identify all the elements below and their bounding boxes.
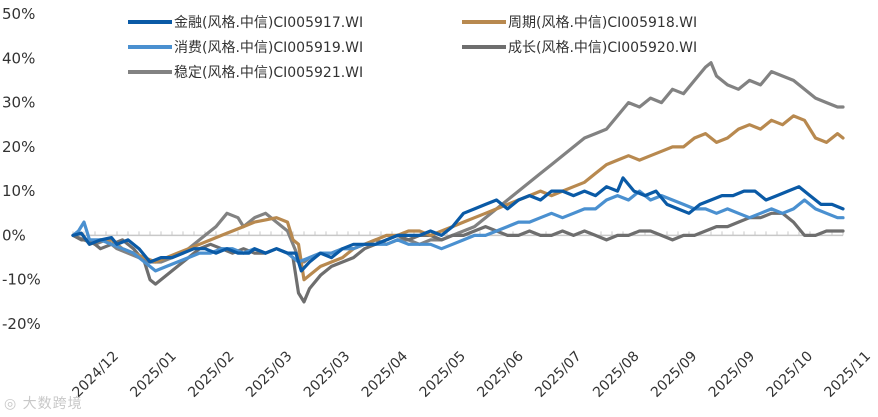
x-tick-label: 2025/04 bbox=[359, 348, 412, 401]
y-tick-label: -10% bbox=[2, 271, 41, 289]
y-tick-label: 40% bbox=[2, 49, 35, 67]
legend-label: 周期(风格.中信)CI005918.WI bbox=[508, 15, 697, 31]
x-tick-label: 2025/06 bbox=[474, 348, 527, 401]
legend-label: 消费(风格.中信)CI005919.WI bbox=[174, 40, 363, 56]
y-tick-label: 0% bbox=[2, 226, 26, 244]
y-tick-label: 30% bbox=[2, 94, 35, 112]
y-tick-label: 50% bbox=[2, 5, 35, 23]
legend-label: 稳定(风格.中信)CI005921.WI bbox=[174, 65, 363, 81]
x-tick-label: 2025/05 bbox=[417, 348, 469, 400]
x-tick-label: 2025/07 bbox=[532, 348, 584, 400]
x-tick-label: 2025/11 bbox=[822, 348, 874, 400]
x-tick-label: 2025/01 bbox=[127, 348, 179, 400]
series-lines bbox=[71, 61, 845, 304]
x-tick-label: 2025/08 bbox=[590, 348, 642, 400]
y-tick-label: -20% bbox=[2, 315, 41, 333]
x-tick-label: 2025/02 bbox=[185, 348, 237, 400]
series-line bbox=[71, 114, 845, 282]
watermark-logo: ◎ 大数跨境 bbox=[4, 396, 83, 412]
x-axis-ticks: 2024/12 2025/01 2025/02 2025/03 2025/03 2025/… bbox=[70, 348, 874, 401]
x-tick-label: 2025/09 bbox=[706, 348, 758, 400]
legend: 金融(风格.中信)CI005917.WI 周期(风格.中信)CI005918.WI… bbox=[128, 15, 697, 81]
legend-label: 成长(风格.中信)CI005920.WI bbox=[508, 40, 697, 56]
y-tick-label: 20% bbox=[2, 138, 35, 156]
legend-label: 金融(风格.中信)CI005917.WI bbox=[174, 15, 363, 31]
series-line bbox=[71, 61, 845, 264]
y-tick-label: 10% bbox=[2, 182, 35, 200]
y-axis-ticks: -20% -10% 0% 10% 20% 30% 40% 50% bbox=[2, 5, 41, 333]
x-tick-label: 2025/09 bbox=[648, 348, 700, 400]
watermark-icon: ◎ bbox=[4, 396, 23, 412]
series-line bbox=[71, 176, 845, 273]
x-tick-label: 2025/03 bbox=[301, 348, 353, 400]
series-line bbox=[71, 189, 845, 273]
x-tick-label: 2025/10 bbox=[764, 348, 816, 400]
x-tick-label: 2025/03 bbox=[243, 348, 295, 400]
